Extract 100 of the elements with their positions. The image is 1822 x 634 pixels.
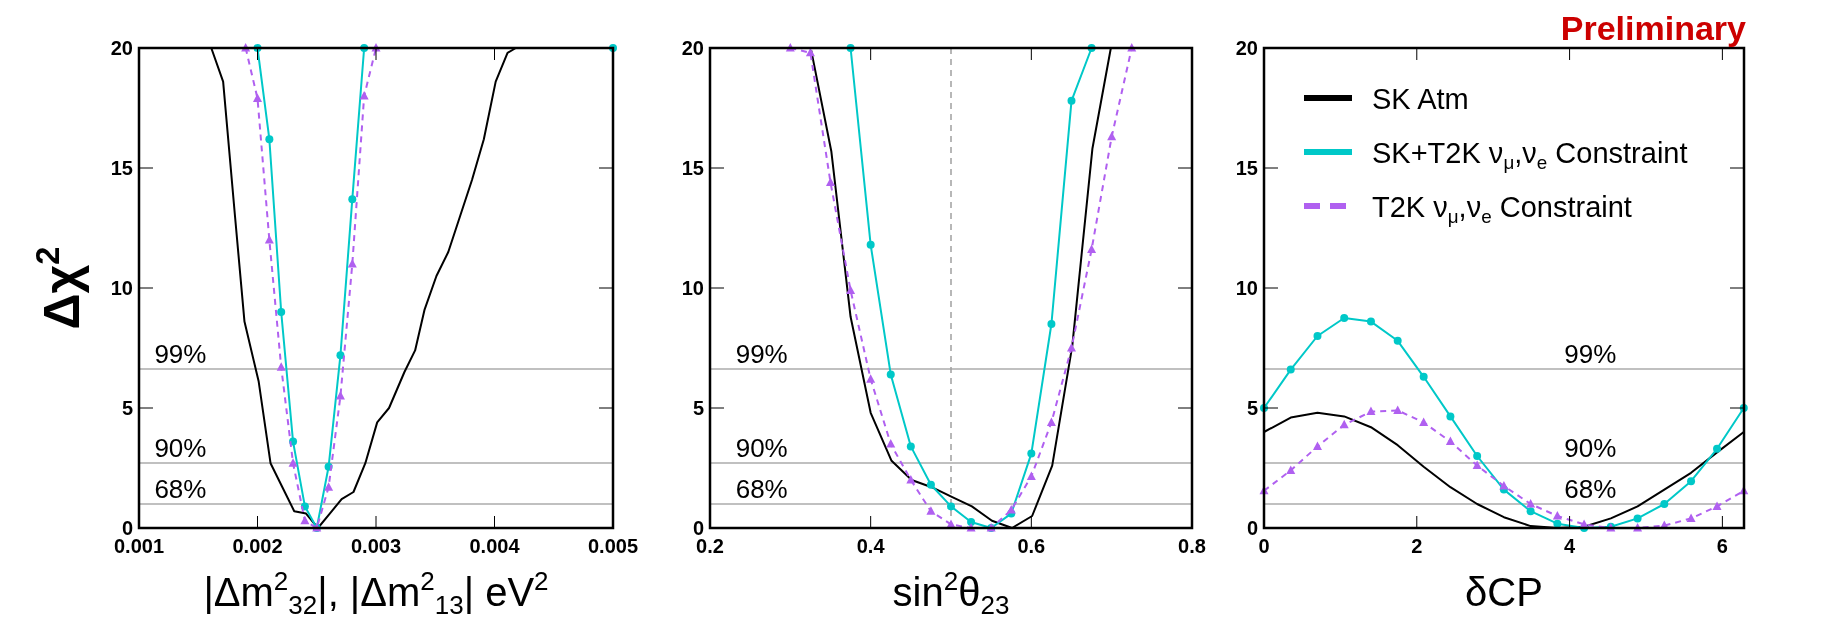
point (967, 518, 976, 526)
point (1313, 332, 1322, 340)
annotation: 99% (1564, 338, 1617, 369)
x-tick-label: 0.002 (232, 535, 283, 557)
point (1687, 477, 1696, 486)
y-tick-label: 10 (1235, 277, 1258, 299)
x-tick-label: 0.4 (856, 535, 886, 557)
point (1366, 317, 1375, 326)
point (866, 374, 876, 383)
point (1047, 320, 1056, 328)
annotation: 90% (154, 432, 207, 463)
y-tick-label: 10 (681, 277, 704, 299)
x-tick-label: 0.004 (469, 535, 521, 557)
point (265, 135, 274, 144)
point (947, 502, 955, 511)
point (276, 362, 286, 371)
point (1499, 481, 1509, 490)
point (1633, 514, 1642, 523)
point (846, 285, 856, 294)
y-tick-label: 5 (692, 397, 704, 419)
point (1339, 419, 1349, 429)
point (1419, 372, 1428, 381)
legend-label: T2K ν$_{μ}$,ν$_{e}$ Constraint (1372, 191, 1632, 227)
annotation: 68% (735, 474, 788, 504)
x-tick-label: 0.005 (587, 535, 639, 557)
y-tick-label: 0 (1246, 517, 1258, 539)
point (1446, 412, 1455, 421)
point (347, 259, 357, 268)
point (1393, 405, 1403, 414)
point (1087, 244, 1097, 254)
point (288, 458, 298, 467)
point (906, 475, 916, 484)
y-tick-label: 10 (110, 277, 133, 299)
point (1686, 513, 1696, 522)
point (1006, 505, 1016, 514)
point (1712, 501, 1722, 510)
y-tick-label: 15 (681, 157, 704, 179)
point (1419, 417, 1429, 426)
x-tick-label: 2 (1411, 535, 1423, 557)
x-tick-label: 4 (1564, 535, 1577, 557)
point (1660, 500, 1669, 508)
point (1526, 499, 1536, 508)
x-tick-label: 6 (1716, 535, 1728, 557)
x-axis-title: δCP (1465, 570, 1543, 614)
point (1286, 465, 1296, 474)
point (1473, 452, 1482, 460)
legend-label: SK Atm (1372, 83, 1469, 115)
legend-label: SK+T2K ν$_{μ}$,ν$_{e}$ Constraint (1372, 137, 1688, 173)
annotation: 68% (154, 474, 207, 504)
point (1340, 314, 1349, 322)
point (1026, 471, 1036, 480)
y-tick-label: 15 (110, 157, 133, 179)
point (1067, 343, 1076, 352)
point (826, 177, 835, 186)
point (1526, 507, 1535, 516)
point (1046, 417, 1056, 426)
point (1067, 96, 1076, 105)
point (1027, 449, 1036, 458)
point (336, 351, 345, 360)
point (253, 93, 262, 102)
point (335, 391, 345, 400)
point (1445, 436, 1455, 446)
point (1286, 365, 1295, 374)
point (348, 195, 357, 204)
point (277, 308, 286, 316)
y-tick-label: 5 (121, 397, 133, 419)
point (1312, 441, 1322, 450)
point (300, 515, 310, 525)
point (264, 235, 274, 244)
point (1713, 444, 1722, 453)
point (926, 506, 936, 515)
y-tick-label: 15 (1235, 157, 1258, 179)
annotation: 90% (735, 432, 788, 463)
point (866, 240, 875, 249)
point (1366, 406, 1376, 416)
point (906, 442, 915, 451)
y-tick-label: 20 (681, 37, 704, 59)
y-tick-label: 5 (1246, 397, 1258, 419)
annotation: 99% (154, 338, 207, 369)
point (886, 439, 896, 448)
point (324, 482, 334, 491)
point (1107, 131, 1117, 141)
x-axis-title: |Δm$^{2}$$_{32}$|, |Δm$^{2}$$_{13}$| eV$^{2}$ (203, 566, 549, 620)
x-tick-label: 0.8 (1178, 535, 1206, 557)
point (1553, 519, 1562, 528)
y-tick-label: 20 (1235, 37, 1258, 59)
point (1472, 460, 1482, 470)
point (359, 91, 369, 100)
annotation: 90% (1564, 432, 1617, 463)
point (1552, 511, 1562, 520)
annotation: 99% (735, 338, 788, 369)
y-tick-label: 20 (110, 37, 133, 59)
annotation: 68% (1564, 474, 1617, 504)
x-axis-title: sin$^{2}$θ$_{23}$ (892, 566, 1010, 620)
point (886, 370, 895, 379)
x-tick-label: 0.003 (350, 535, 402, 557)
x-tick-label: 0.6 (1017, 535, 1046, 557)
point (1393, 336, 1402, 345)
point (926, 480, 935, 489)
text: Preliminary (1560, 9, 1747, 47)
